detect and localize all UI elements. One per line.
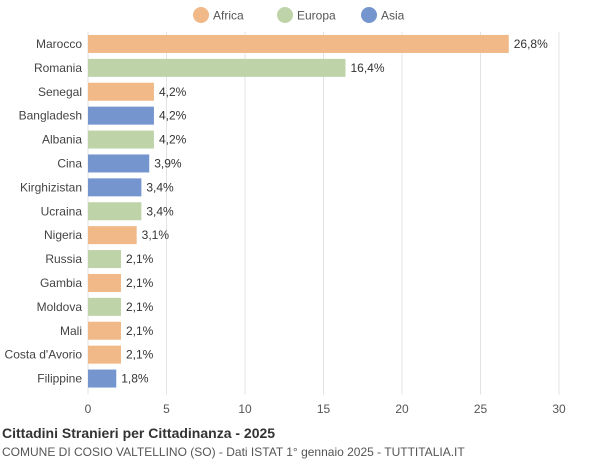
bar-nigeria: [88, 226, 137, 245]
x-tick-label: 25: [474, 402, 488, 416]
value-label: 3,4%: [146, 180, 174, 194]
value-label: 2,1%: [126, 348, 154, 362]
category-label: Filippine: [37, 372, 82, 386]
category-label: Bangladesh: [19, 109, 82, 123]
bar-costa-d-avorio: [88, 345, 121, 364]
x-tick-label: 0: [85, 402, 92, 416]
category-label: Senegal: [38, 85, 82, 99]
value-label: 26,8%: [514, 37, 548, 51]
value-label: 1,8%: [121, 372, 149, 386]
value-label: 2,1%: [126, 276, 154, 290]
grid-lines: [87, 32, 560, 395]
legend-label: Asia: [381, 9, 405, 23]
legend: Africa Europa Asia: [193, 7, 405, 23]
value-label: 16,4%: [350, 61, 384, 75]
value-label: 4,2%: [159, 85, 187, 99]
category-label: Marocco: [36, 37, 82, 51]
bar-cina: [88, 154, 150, 173]
category-label: Costa d'Avorio: [5, 348, 83, 362]
category-label: Russia: [45, 252, 82, 266]
bar-romania: [88, 58, 346, 77]
legend-label: Africa: [213, 9, 244, 23]
legend-label: Europa: [297, 9, 336, 23]
legend-swatch: [361, 7, 377, 23]
x-tick-label: 20: [395, 402, 409, 416]
x-tick-label: 10: [238, 402, 252, 416]
value-label: 3,1%: [142, 228, 170, 242]
value-label: 2,1%: [126, 324, 154, 338]
category-label: Nigeria: [44, 228, 82, 242]
category-label: Cina: [57, 156, 82, 170]
legend-swatch: [193, 7, 209, 23]
category-label: Kirghizistan: [20, 180, 82, 194]
bar-russia: [88, 250, 121, 269]
category-label: Albania: [42, 133, 82, 147]
category-label: Mali: [60, 324, 82, 338]
bar-filippine: [88, 369, 117, 388]
value-label: 3,9%: [154, 156, 182, 170]
bar-kirghizistan: [88, 178, 142, 197]
bar-ucraina: [88, 202, 142, 221]
category-label: Gambia: [40, 276, 82, 290]
legend-swatch: [277, 7, 293, 23]
value-label: 4,2%: [159, 133, 187, 147]
bar-gambia: [88, 273, 121, 292]
bar-senegal: [88, 82, 154, 101]
bars: Marocco 26,8% Romania 16,4% Senegal 4,2% Bangl…: [5, 34, 548, 388]
value-label: 3,4%: [146, 204, 174, 218]
x-tick-label: 30: [552, 402, 566, 416]
value-label: 4,2%: [159, 109, 187, 123]
category-label: Ucraina: [41, 204, 83, 218]
bar-chart: Africa Europa Asia Marocco 26,8% Romania 16,4…: [5, 7, 566, 416]
category-label: Romania: [34, 61, 82, 75]
bar-moldova: [88, 297, 121, 316]
x-axis-ticks: 0 5 10 15 20 25 30: [85, 402, 566, 416]
bar-mali: [88, 321, 121, 340]
x-tick-label: 5: [163, 402, 170, 416]
chart-subtitle: COMUNE DI COSIO VALTELLINO (SO) - Dati I…: [2, 445, 465, 459]
value-label: 2,1%: [126, 252, 154, 266]
value-label: 2,1%: [126, 300, 154, 314]
x-tick-label: 15: [317, 402, 331, 416]
chart-title: Cittadini Stranieri per Cittadinanza - 2…: [2, 425, 276, 441]
category-label: Moldova: [37, 300, 83, 314]
bar-bangladesh: [88, 106, 154, 125]
bar-marocco: [88, 34, 509, 53]
bar-albania: [88, 130, 154, 149]
